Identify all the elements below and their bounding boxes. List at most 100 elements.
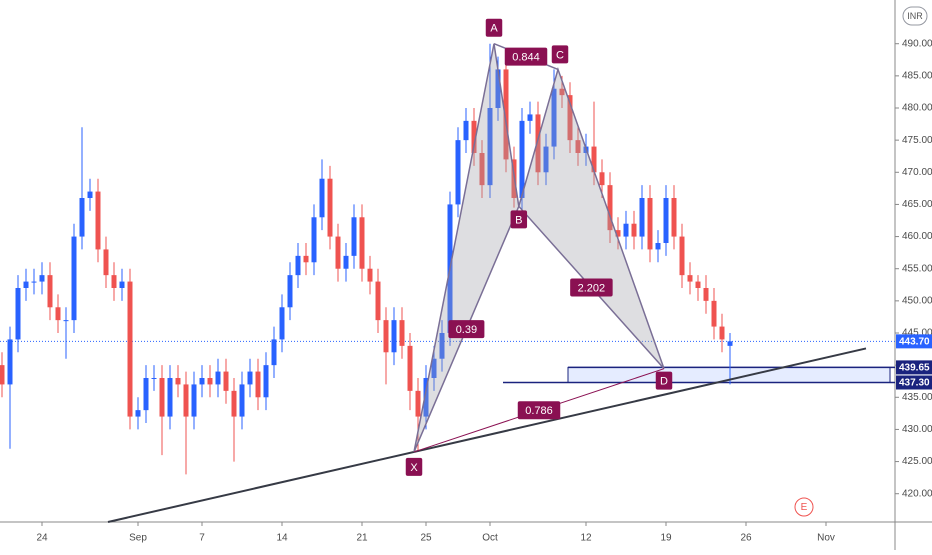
candle-body [711,300,717,327]
price-tag-label: 437.30 [899,378,930,389]
candle-body [543,146,549,173]
candle-body [183,384,189,417]
candle-body [111,275,117,288]
pattern-point-label: A [485,18,503,37]
pattern-ratio-label-text: 0.39 [456,324,477,336]
candle-body [719,326,725,340]
candle-body [95,191,101,250]
pattern-point-label-box [510,210,528,229]
y-tick-label: 450.00 [902,295,932,306]
pattern-point-label-text: C [556,49,564,61]
candle-body [471,120,477,153]
candle-body [79,198,85,237]
candle-body [47,275,53,308]
price-tag-label: 443.70 [899,336,930,347]
event-label: E [801,502,808,513]
x-tick-label: Nov [817,533,835,544]
candle-body [495,69,501,108]
candle-body [71,236,77,321]
candle-body [519,120,525,198]
candle-body [55,307,61,321]
trendline [107,347,867,523]
candle-body [15,288,21,340]
y-tick-label: 460.00 [902,231,932,242]
candle-body [39,275,45,282]
x-tick-label: 7 [199,533,205,544]
y-tick-label: 465.00 [902,199,932,210]
candle-body [63,320,69,322]
pattern-point-label-text: D [660,376,668,388]
y-tick-label: 470.00 [902,167,932,178]
y-tick-label: 455.00 [902,263,932,274]
x-tick-label: 14 [276,533,288,544]
pattern-point-label: D [655,371,673,390]
pattern-ratio-label-box [504,47,548,66]
candle-body [535,114,541,173]
candle-body [375,281,381,321]
candle-body [215,371,221,385]
candle-body [103,249,109,276]
candle-body [551,88,557,147]
y-tick-label: 435.00 [902,392,932,403]
candle-body [119,281,125,288]
y-tick-label: 490.00 [902,38,932,49]
candle-body [679,236,685,276]
pattern-ratio-label-box [448,320,485,339]
candle-body [263,365,269,398]
pattern-ratio-label-text: 2.202 [578,282,606,294]
candle-body [247,371,253,385]
pattern-ratio-label: 0.844 [504,47,548,66]
candle-body [311,217,317,263]
candle-body [127,281,133,417]
candle-body [151,378,157,379]
candle-body [487,108,493,186]
candle-body [567,95,573,141]
pattern-point-label-box [485,18,503,37]
y-tick-label: 420.00 [902,488,932,499]
candle-body [631,223,637,237]
x-tick-label: 19 [660,533,672,544]
currency-label: INR [907,11,923,21]
candle-body [479,153,485,186]
x-tick-label: Oct [482,533,498,544]
x-tick-label: 24 [36,533,48,544]
candle-body [231,390,237,417]
candle-body [167,378,173,417]
event-marker [794,497,814,517]
y-tick-label: 485.00 [902,70,932,81]
candle-body [391,320,397,353]
y-tick-label: 425.00 [902,456,932,467]
candle-body [359,217,365,269]
pattern-point-label-text: A [490,23,498,35]
candle-body [383,320,389,353]
pattern-point-label-text: B [515,214,522,226]
candle-body [671,198,677,237]
price-tag [896,334,932,349]
pattern-ratio-label: 0.39 [448,320,485,339]
candle-body [271,339,277,366]
candle-body [407,345,413,391]
candle-body [319,178,325,218]
candle-body [647,198,653,250]
candle-body [439,333,445,359]
candle-body [503,69,509,160]
pattern-ratio-label: 0.786 [517,401,561,420]
price-tag-label: 439.65 [899,363,930,374]
candle-body [431,358,437,378]
x-tick-label: 21 [356,533,368,544]
candle-body [639,198,645,237]
candle-body [351,217,357,256]
pattern-ratio-label-box [570,278,613,297]
candle-body [31,281,37,283]
candle-body [727,341,733,346]
candle-body [575,140,581,153]
candle-body [7,339,13,385]
candle-body [463,120,469,141]
currency-badge [902,6,928,26]
price-tag [896,360,932,375]
candle-body [623,223,629,237]
candle-body [87,191,93,198]
candle-body [655,243,661,250]
